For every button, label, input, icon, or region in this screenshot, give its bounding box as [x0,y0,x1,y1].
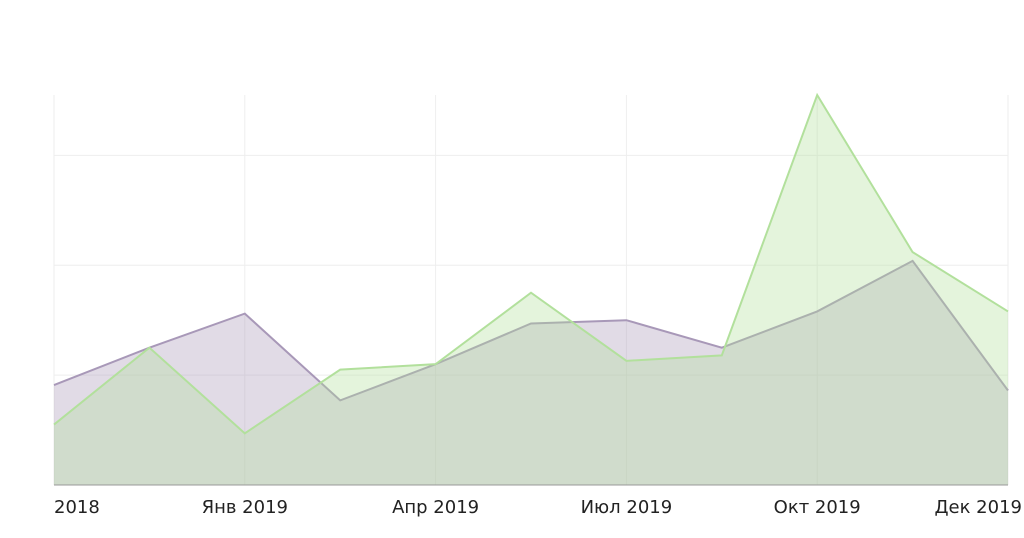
x-tick-label: Окт 2019 [774,497,861,518]
x-tick-label: 2018 [54,497,100,518]
line [53,92,1009,435]
x-tick-label: Апр 2019 [392,497,479,518]
area [54,260,1008,485]
x-tick-label: Дек 2019 [934,497,1022,518]
x-tick-label: Янв 2019 [202,497,288,518]
x-tick-label: Июл 2019 [581,497,673,518]
area [54,95,1008,485]
line [53,259,1009,402]
